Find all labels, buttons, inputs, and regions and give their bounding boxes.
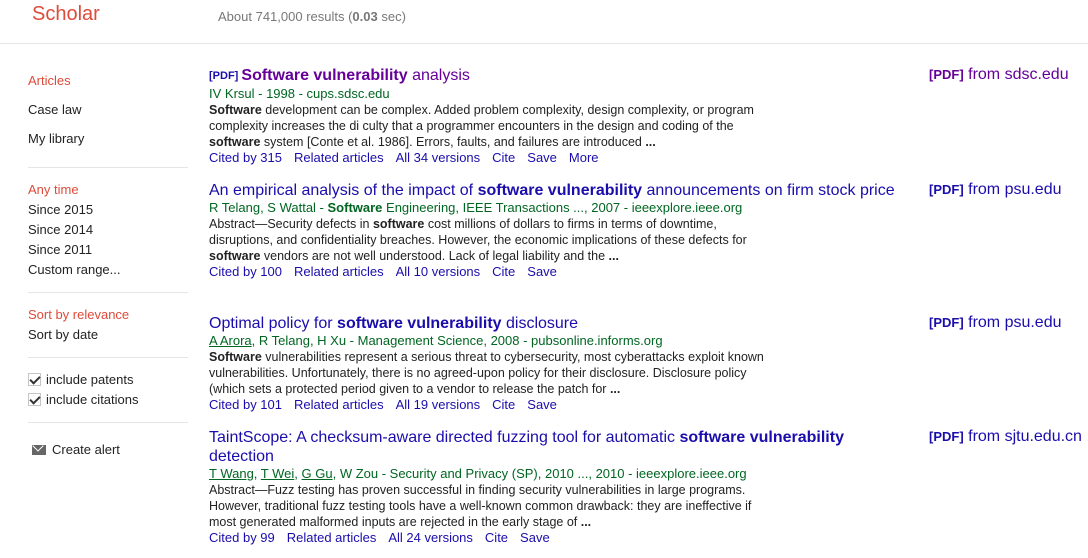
include-patents-label: include patents bbox=[46, 372, 134, 387]
result-item: Optimal policy for software vulnerabilit… bbox=[209, 314, 909, 413]
result-title-link[interactable]: An empirical analysis of the impact of s… bbox=[209, 182, 895, 199]
include-patents-checkbox[interactable]: include patents bbox=[28, 372, 133, 388]
filter-since-2014[interactable]: Since 2014 bbox=[28, 222, 94, 237]
pdf-source-link[interactable]: [PDF] from sjtu.edu.cn bbox=[929, 428, 1082, 446]
result-actions: Cited by 101 Related articles All 19 versi… bbox=[209, 397, 909, 413]
result-item: An empirical analysis of the impact of s… bbox=[209, 181, 909, 280]
result-item: TaintScope: A checksum-aware directed fu… bbox=[209, 428, 909, 546]
result-actions: Cited by 100 Related articles All 10 versi… bbox=[209, 264, 909, 280]
filter-since-2015[interactable]: Since 2015 bbox=[28, 202, 94, 217]
result-action-link[interactable]: Cite bbox=[484, 530, 509, 545]
result-action-link[interactable]: Related articles bbox=[294, 264, 384, 279]
pdf-source-label: from sjtu.edu.cn bbox=[963, 428, 1082, 445]
result-actions: Cited by 99 Related articles All 24 versio… bbox=[209, 530, 909, 546]
result-action-link[interactable]: Cite bbox=[492, 264, 516, 279]
sort-by-relevance[interactable]: Sort by relevance bbox=[28, 307, 130, 322]
create-alert-label: Create alert bbox=[52, 442, 120, 457]
result-action-link[interactable]: All 34 versions bbox=[395, 150, 481, 165]
pdf-tag: [PDF] bbox=[929, 429, 964, 444]
create-alert-link[interactable]: Create alert bbox=[28, 442, 120, 458]
result-action-link[interactable]: Cited by 100 bbox=[209, 264, 282, 279]
result-action-link[interactable]: All 10 versions bbox=[395, 264, 481, 279]
result-title-link[interactable]: Optimal policy for software vulnerabilit… bbox=[209, 315, 579, 332]
header: Scholar About 741,000 results (0.03 sec) bbox=[0, 0, 1088, 44]
result-action-link[interactable]: Related articles bbox=[294, 397, 384, 412]
pdf-source-link[interactable]: [PDF] from psu.edu bbox=[929, 181, 1062, 199]
pdf-source-link[interactable]: [PDF] from psu.edu bbox=[929, 314, 1062, 332]
result-action-link[interactable]: Cited by 101 bbox=[209, 397, 282, 412]
sidebar-divider bbox=[28, 167, 188, 168]
result-action-link[interactable]: Save bbox=[527, 150, 557, 165]
filter-since-2011[interactable]: Since 2011 bbox=[28, 242, 93, 257]
filter-any-time[interactable]: Any time bbox=[28, 182, 79, 197]
result-action-link[interactable]: Related articles bbox=[294, 150, 384, 165]
result-snippet: Abstract—Security defects in software co… bbox=[209, 217, 747, 263]
result-snippet: Software vulnerabilities represent a ser… bbox=[209, 350, 764, 396]
result-action-link[interactable]: Cited by 315 bbox=[209, 150, 282, 165]
sidebar-divider bbox=[28, 357, 188, 358]
result-title-link[interactable]: [PDF] Software vulnerability analysis bbox=[209, 67, 470, 84]
result-title-link[interactable]: TaintScope: A checksum-aware directed fu… bbox=[209, 429, 844, 465]
result-authors: T Wang, T Wei, G Gu, W Zou - Security an… bbox=[209, 466, 747, 481]
result-action-link[interactable]: Cite bbox=[492, 397, 516, 412]
result-authors: R Telang, S Wattal - Software Engineerin… bbox=[209, 200, 743, 215]
pdf-tag: [PDF] bbox=[929, 182, 964, 197]
sidebar-item-case-law[interactable]: Case law bbox=[28, 102, 82, 117]
result-action-link[interactable]: Save bbox=[527, 264, 557, 279]
sidebar-divider bbox=[28, 422, 188, 423]
sidebar-item-my-library[interactable]: My library bbox=[28, 131, 85, 146]
result-action-link[interactable]: All 19 versions bbox=[395, 397, 481, 412]
include-citations-label: include citations bbox=[46, 392, 139, 407]
sort-by-date[interactable]: Sort by date bbox=[28, 327, 99, 342]
result-action-link[interactable]: Cited by 99 bbox=[209, 530, 275, 545]
sidebar-divider bbox=[28, 292, 188, 293]
pdf-tag: [PDF] bbox=[209, 70, 242, 82]
result-action-link[interactable]: Cite bbox=[492, 150, 516, 165]
result-actions: Cited by 315 Related articles All 34 versi… bbox=[209, 150, 909, 166]
result-count: About 741,000 results (0.03 sec) bbox=[218, 9, 406, 24]
result-action-link[interactable]: Related articles bbox=[286, 530, 377, 545]
filter-custom-range[interactable]: Custom range... bbox=[28, 262, 121, 277]
pdf-source-label: from sdsc.edu bbox=[963, 66, 1069, 83]
pdf-source-label: from psu.edu bbox=[963, 181, 1062, 198]
include-citations-checkbox[interactable]: include citations bbox=[28, 392, 139, 408]
checkbox-checked-icon[interactable] bbox=[28, 393, 41, 406]
pdf-source-link[interactable]: [PDF] from sdsc.edu bbox=[929, 66, 1069, 84]
result-action-link[interactable]: Save bbox=[520, 530, 550, 545]
result-authors: A Arora, R Telang, H Xu - Management Sci… bbox=[209, 333, 663, 348]
pdf-tag: [PDF] bbox=[929, 67, 964, 82]
sidebar-item-articles[interactable]: Articles bbox=[28, 73, 71, 88]
result-item: [PDF] Software vulnerability analysis IV … bbox=[209, 66, 909, 166]
result-action-link[interactable]: Save bbox=[527, 397, 557, 412]
result-snippet: Abstract—Fuzz testing has proven success… bbox=[209, 483, 752, 529]
scholar-logo[interactable]: Scholar bbox=[32, 3, 100, 25]
result-authors: IV Krsul - 1998 - cups.sdsc.edu bbox=[209, 86, 390, 101]
result-action-link[interactable]: More bbox=[568, 150, 599, 165]
checkbox-checked-icon[interactable] bbox=[28, 373, 41, 386]
result-action-link[interactable]: All 24 versions bbox=[388, 530, 473, 545]
pdf-tag: [PDF] bbox=[929, 315, 964, 330]
result-snippet: Software development can be complex. Add… bbox=[209, 103, 754, 149]
pdf-source-label: from psu.edu bbox=[963, 314, 1062, 331]
envelope-icon bbox=[32, 445, 46, 455]
